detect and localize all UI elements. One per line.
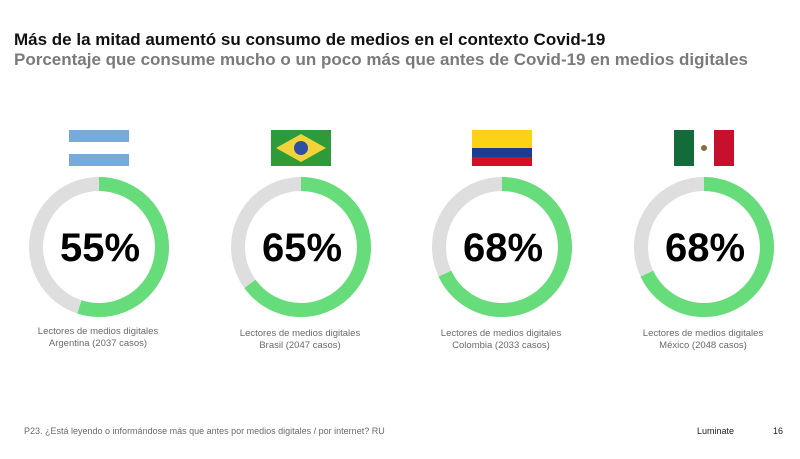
- caption-line1: Lectores de medios digitales: [642, 328, 764, 339]
- caption-line2: Argentina (2037 casos): [48, 338, 148, 349]
- donut-brasil: [231, 177, 371, 317]
- panel-mexico: 68% Lectores de medios digitales México …: [623, 130, 783, 360]
- caption-line2: Colombia (2033 casos): [452, 340, 550, 351]
- brand-logo: Luminate: [697, 426, 735, 436]
- donut-arc: [231, 177, 371, 317]
- donut-mexico: [634, 177, 774, 317]
- caption-line1: Lectores de medios digitales: [239, 328, 361, 339]
- argentina-flag-icon: [69, 130, 129, 166]
- page-number: 16: [773, 426, 784, 436]
- percentage-label: 55%: [59, 226, 141, 270]
- caption-line1: Lectores de medios digitales: [440, 328, 562, 339]
- brazil-flag-icon: [271, 130, 331, 166]
- panel-colombia: 68% Lectores de medios digitales Colombi…: [421, 130, 581, 360]
- percentage-label: 68%: [664, 226, 746, 270]
- panel-argentina: 55% Lectores de medios digitales Argenti…: [18, 130, 178, 360]
- donut-argentina: [29, 177, 169, 317]
- colombia-flag-icon: [472, 130, 532, 166]
- footnote: P23. ¿Está leyendo o informándose más qu…: [24, 426, 385, 436]
- chart-title: Más de la mitad aumentó su consumo de me…: [14, 30, 606, 49]
- percentage-label: 65%: [261, 226, 343, 270]
- donut-arc: [432, 177, 572, 317]
- donut-arc: [634, 177, 774, 317]
- donut-arc: [29, 177, 169, 317]
- donut-colombia: [432, 177, 572, 317]
- caption-line1: Lectores de medios digitales: [37, 326, 159, 337]
- mexico-flag-icon: [674, 130, 734, 166]
- chart-subtitle: Porcentaje que consume mucho o un poco m…: [14, 50, 748, 69]
- panel-brasil: 65% Lectores de medios digitales Brasil …: [220, 130, 380, 360]
- percentage-label: 68%: [462, 226, 544, 270]
- caption-line2: Brasil (2047 casos): [259, 340, 341, 351]
- caption-line2: México (2048 casos): [659, 340, 747, 351]
